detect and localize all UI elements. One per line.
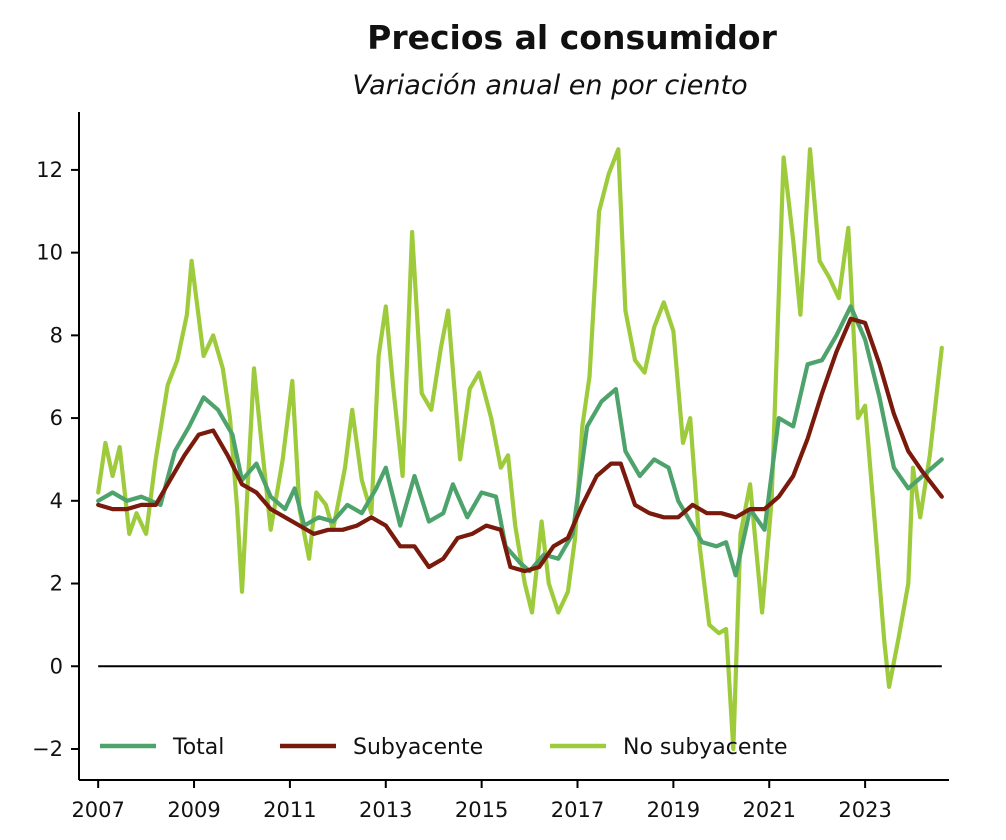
series-line-no-subyacente xyxy=(96,147,944,752)
x-tick-label: 2019 xyxy=(647,798,700,822)
y-tick-label: 10 xyxy=(36,241,63,265)
x-axis-ticks: 2007 2009 2011 2013 2015 2017 2019 2021 2023 xyxy=(71,780,892,822)
x-tick-label: 2009 xyxy=(167,798,220,822)
x-tick-label: 2017 xyxy=(551,798,604,822)
y-tick-label: 6 xyxy=(50,406,63,430)
chart-legend: Total Subyacente No subyacente xyxy=(100,735,788,760)
y-tick-label: −2 xyxy=(32,737,63,761)
y-tick-label: 4 xyxy=(50,489,63,513)
y-tick-label: 12 xyxy=(36,158,63,182)
series-layer xyxy=(96,147,944,752)
x-tick-label: 2023 xyxy=(838,798,891,822)
x-tick-label: 2021 xyxy=(743,798,796,822)
legend-label: No subyacente xyxy=(623,735,788,760)
chart-title: Precios al consumidor xyxy=(367,18,777,57)
y-tick-label: 2 xyxy=(50,572,63,596)
x-tick-label: 2011 xyxy=(263,798,316,822)
y-tick-label: 0 xyxy=(50,654,63,678)
x-tick-label: 2013 xyxy=(359,798,412,822)
y-axis-ticks: −2 0 2 4 6 8 10 12 xyxy=(32,158,79,761)
series-line-total xyxy=(96,304,944,578)
chart-subtitle: Variación anual en por ciento xyxy=(352,70,748,101)
series-line-subyacente xyxy=(96,316,944,574)
x-tick-label: 2015 xyxy=(455,798,508,822)
x-tick-label: 2007 xyxy=(71,798,124,822)
legend-label: Subyacente xyxy=(353,735,483,760)
legend-label: Total xyxy=(172,735,224,760)
y-tick-label: 8 xyxy=(50,323,63,347)
